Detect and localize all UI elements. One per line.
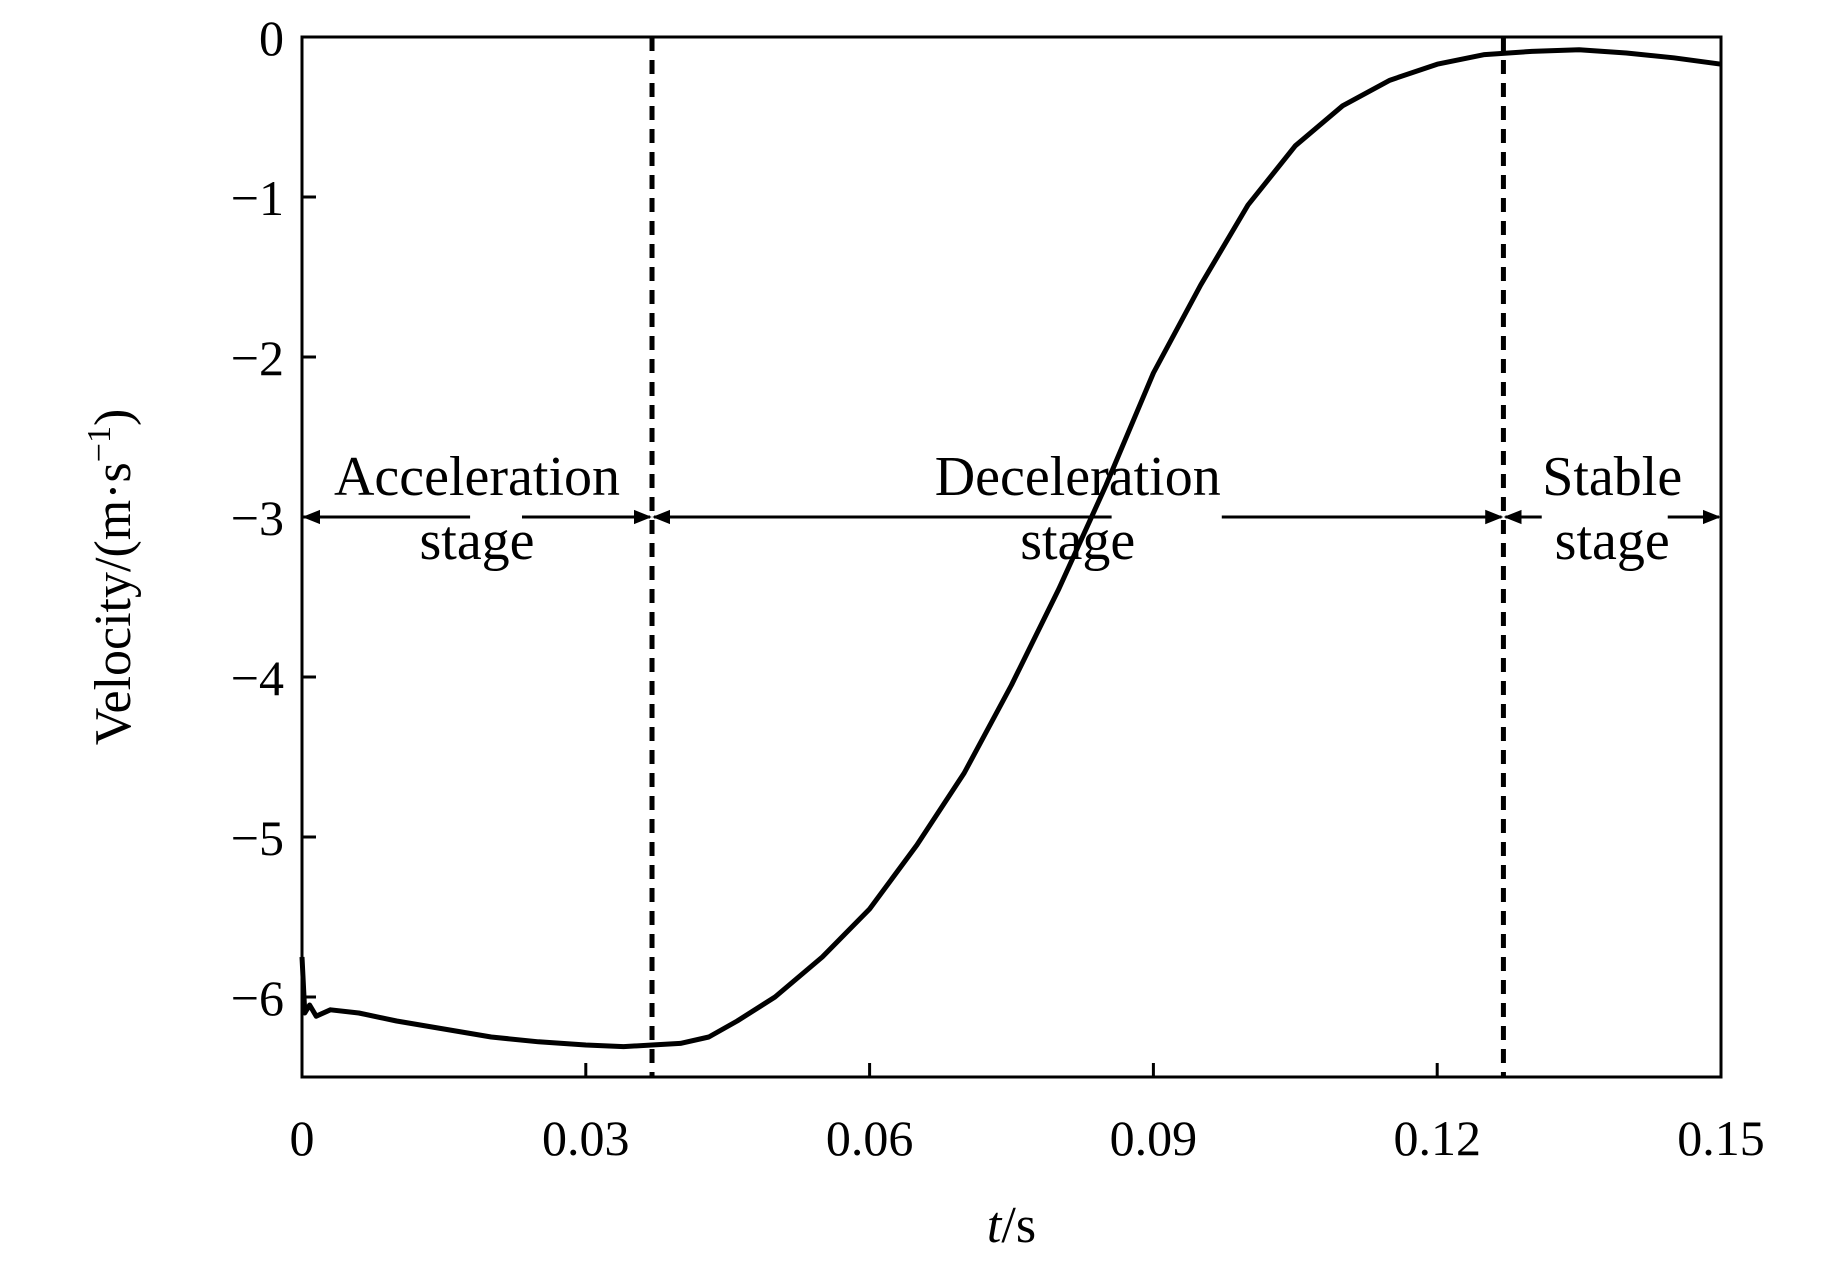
x-axis-title-unit: /s [1001,1197,1036,1254]
x-tick-label: 0 [290,1110,315,1166]
y-tick-label: −3 [231,490,284,546]
stage-label-line2: stage [419,510,534,572]
y-axis-title-close: ) [85,409,142,426]
stage-label-line2: stage [1555,510,1670,572]
plot-frame [300,35,1723,1079]
x-tick-label: 0.06 [826,1110,914,1166]
y-tick-label: −6 [231,970,284,1026]
x-tick-label: 0.03 [542,1110,630,1166]
x-tick-label: 0.09 [1110,1110,1198,1166]
x-tick-label: 0.12 [1393,1110,1481,1166]
y-axis-title-main: Velocity/(m·s [85,462,142,745]
y-axis-title: Velocity/(m·s−1) [81,409,142,746]
y-axis-title-sup: −1 [81,426,118,462]
x-tick-label: 0.15 [1677,1110,1765,1166]
x-axis-title: t/s [987,1197,1036,1254]
stage-annotations: AccelerationstageDecelerationstageStable… [302,37,1721,1077]
stage-label-line2: stage [1020,510,1135,572]
y-tick-label: −1 [231,170,284,226]
y-tick-label: −2 [231,330,284,386]
series-line [299,47,1722,1050]
plot-series [299,47,1722,1050]
stage-label-line1: Deceleration [935,446,1221,508]
stage-label-line1: Stable [1542,446,1682,508]
y-tick-label: −5 [231,810,284,866]
y-tick-label: 0 [259,10,284,66]
stage-label-line1: Acceleration [334,446,620,508]
axes: 0 0.03 0.06 0.09 0.12 0.15 0 −1 −2 −3 −4 −5 −6 [231,10,1765,1166]
x-axis-title-italic: t [987,1197,1003,1254]
y-tick-label: −4 [231,650,284,706]
